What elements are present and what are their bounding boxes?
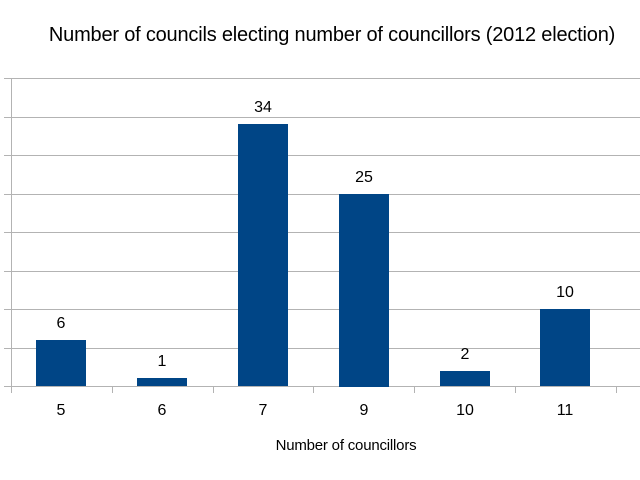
- data-label: 1: [157, 353, 167, 370]
- x-axis-label: Number of councillors: [275, 437, 417, 454]
- data-label: 2: [460, 346, 470, 363]
- x-axis: [4, 386, 640, 387]
- x-tick-label: 7: [258, 402, 268, 419]
- x-tick-label: 5: [56, 402, 66, 419]
- x-tick-label: 9: [359, 402, 369, 419]
- bar-6: [137, 378, 187, 386]
- bar-7: [238, 124, 288, 386]
- bar-10: [440, 371, 490, 386]
- data-label: 25: [355, 169, 373, 186]
- gridline: [4, 348, 640, 349]
- gridline: [4, 309, 640, 310]
- x-tick: [414, 386, 415, 393]
- chart-title: Number of councils electing number of co…: [48, 24, 616, 46]
- x-tick: [616, 386, 617, 393]
- x-tick-label: 11: [556, 402, 574, 419]
- data-label: 34: [254, 99, 272, 116]
- x-tick: [515, 386, 516, 393]
- bar-11: [540, 309, 590, 386]
- bar-5: [36, 340, 86, 386]
- bar-9: [339, 194, 389, 387]
- data-label: 10: [556, 284, 574, 301]
- x-tick-label: 10: [456, 402, 474, 419]
- data-label: 6: [56, 315, 66, 332]
- x-tick: [213, 386, 214, 393]
- x-tick-label: 6: [157, 402, 167, 419]
- gridline: [4, 78, 640, 79]
- gridline: [4, 155, 640, 156]
- x-tick: [313, 386, 314, 393]
- gridline: [4, 194, 640, 195]
- gridline: [4, 232, 640, 233]
- x-tick: [11, 386, 12, 393]
- x-tick: [112, 386, 113, 393]
- gridline: [4, 271, 640, 272]
- gridline: [4, 117, 640, 118]
